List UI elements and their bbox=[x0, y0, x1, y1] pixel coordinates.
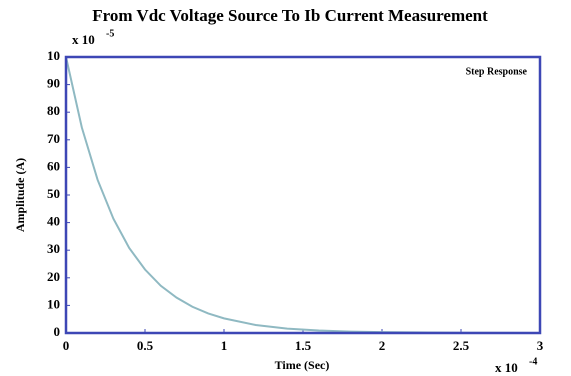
annotation: Step Response bbox=[466, 66, 528, 77]
y-tick-label: 0 bbox=[54, 324, 61, 339]
y-tick-label: 60 bbox=[47, 158, 60, 173]
x-tick-label: 2.5 bbox=[453, 338, 470, 353]
x-tick-label: 3 bbox=[537, 338, 544, 353]
y-multiplier-exponent: -5 bbox=[106, 28, 114, 39]
y-tick-label: 50 bbox=[47, 186, 60, 201]
y-multiplier: x 10 bbox=[72, 32, 95, 47]
x-multiplier: x 10 bbox=[495, 360, 518, 375]
y-tick-label: 80 bbox=[47, 103, 60, 118]
y-tick-label: 10 bbox=[47, 296, 60, 311]
x-tick-label: 0 bbox=[63, 338, 70, 353]
y-tick-label: 10 bbox=[47, 48, 60, 63]
y-tick-label: 40 bbox=[47, 214, 60, 229]
x-axis-label: Time (Sec) bbox=[275, 358, 330, 372]
y-tick-label: 20 bbox=[47, 269, 60, 284]
x-tick-label: 0.5 bbox=[137, 338, 154, 353]
y-tick-label: 30 bbox=[47, 241, 60, 256]
x-multiplier-exponent: -4 bbox=[529, 356, 537, 367]
chart-title: From Vdc Voltage Source To Ib Current Me… bbox=[92, 6, 488, 25]
x-tick-label: 2 bbox=[379, 338, 386, 353]
x-tick-label: 1 bbox=[221, 338, 228, 353]
plot-frame bbox=[64, 55, 542, 335]
y-tick-label: 70 bbox=[47, 131, 60, 146]
y-axis-label: Amplitude (A) bbox=[13, 158, 27, 232]
y-tick-label: 90 bbox=[47, 76, 60, 91]
x-tick-label: 1.5 bbox=[295, 338, 312, 353]
line bbox=[65, 56, 541, 334]
